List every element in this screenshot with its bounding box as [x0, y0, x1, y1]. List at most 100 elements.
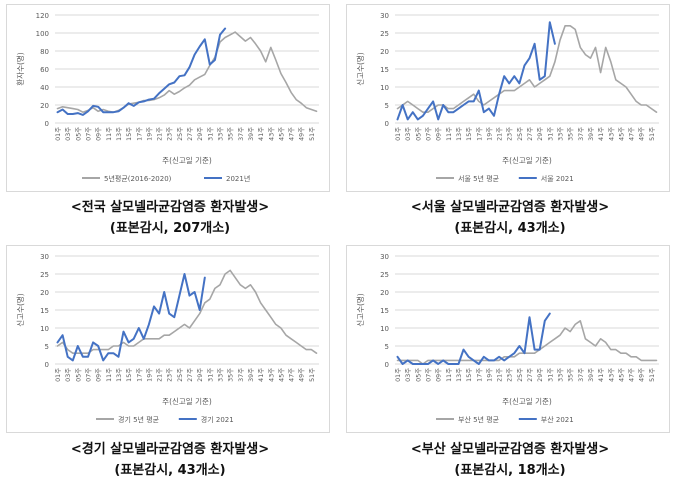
legend-label: 부산 5년 평균: [458, 415, 500, 424]
caption-title: <전국 살모넬라균감염증 환자발생>: [70, 200, 270, 215]
x-tick-label: 29주: [196, 368, 204, 382]
series-line-five-year-average: [56, 269, 318, 354]
y-tick-label: 25: [380, 30, 389, 38]
x-tick-label: 03주: [404, 127, 412, 141]
x-tick-label: 03주: [64, 127, 72, 141]
x-tick-label: 43주: [267, 368, 275, 382]
x-tick-label: 31주: [206, 368, 214, 382]
x-tick-label: 33주: [557, 368, 565, 382]
x-tick-label: 51주: [308, 127, 316, 141]
y-tick-label: 15: [380, 307, 389, 315]
x-tick-label: 13주: [115, 127, 123, 141]
chart-panel-gyeonggi: 0 5 10 15 20 25 30 01주 03주 05주 07주 09주 11주 13주 15주 17주 1…: [0, 243, 340, 487]
x-tick-label: 51주: [648, 127, 656, 141]
y-tick-label: 60: [40, 66, 49, 74]
x-tick-label: 39주: [247, 368, 255, 382]
y-tick-label: 25: [40, 271, 49, 279]
caption-subtitle: (표본감시, 43개소): [454, 221, 566, 236]
y-tick-label: 15: [380, 66, 389, 74]
caption-title: <서울 살모넬라균감염증 환자발생>: [410, 200, 610, 215]
line-chart-gyeonggi: 0 5 10 15 20 25 30 01주 03주 05주 07주 09주 11주 13주 15주 17주 1…: [15, 253, 319, 424]
legend-label: 5년평균(2016-2020): [104, 174, 172, 183]
x-tick-label: 27주: [186, 368, 194, 382]
x-tick-label: 05주: [414, 368, 422, 382]
x-axis-title: 주(신고일 기준): [502, 397, 552, 406]
x-tick-label: 01주: [394, 368, 402, 382]
x-tick-label: 23주: [506, 368, 514, 382]
chart-frame: 0 5 10 15 20 25 30 01주 03주 05주 07주 09주 11주 13주 15주 17주 1…: [346, 4, 670, 192]
y-tick-label: 10: [40, 325, 49, 333]
chart-frame: 0 5 10 15 20 25 30 01주 03주 05주 07주 09주 11주 13주 15주 17주 1…: [6, 245, 330, 433]
x-tick-label: 19주: [485, 368, 493, 382]
y-tick-label: 30: [380, 253, 389, 261]
chart-caption: <전국 살모넬라균감염증 환자발생> (표본감시, 207개소): [0, 199, 340, 237]
caption-title: <경기 살모넬라균감염증 환자발생>: [70, 442, 270, 457]
legend-label: 부산 2021: [541, 415, 574, 424]
x-tick-label: 37주: [237, 368, 245, 382]
x-tick-label: 09주: [95, 368, 103, 382]
y-tick-label: 15: [40, 307, 49, 315]
x-tick-label: 33주: [557, 127, 565, 141]
x-tick-label: 37주: [577, 368, 585, 382]
caption-title: <부산 살모넬라균감염증 환자발생>: [410, 442, 610, 457]
x-tick-label: 07주: [425, 127, 433, 141]
x-tick-label: 11주: [105, 368, 113, 382]
y-tick-label: 0: [385, 361, 389, 369]
legend-label: 경기 5년 평균: [118, 415, 160, 424]
x-tick-label: 09주: [435, 368, 443, 382]
series-line-five-year-average: [396, 320, 658, 365]
y-tick-label: 40: [40, 84, 49, 92]
caption-subtitle: (표본감시, 18개소): [454, 463, 566, 478]
x-tick-label: 23주: [166, 127, 174, 141]
x-tick-label: 13주: [455, 368, 463, 382]
x-tick-label: 09주: [435, 127, 443, 141]
y-tick-label: 0: [45, 361, 49, 369]
chart-caption: <서울 살모넬라균감염증 환자발생> (표본감시, 43개소): [340, 199, 680, 237]
y-tick-label: 30: [380, 12, 389, 20]
x-tick-label: 43주: [267, 127, 275, 141]
x-tick-label: 45주: [617, 368, 625, 382]
x-tick-label: 39주: [247, 127, 255, 141]
y-tick-label: 5: [385, 102, 389, 110]
x-tick-label: 45주: [277, 127, 285, 141]
y-tick-label: 0: [45, 120, 49, 128]
y-tick-label: 20: [380, 289, 389, 297]
chart-frame: 0 20 40 60 80 100 120 01주 03주 05주 07주 09주 11주 13주 15주 1…: [6, 4, 330, 192]
x-tick-label: 47주: [288, 368, 296, 382]
x-axis-title: 주(신고일 기준): [502, 156, 552, 165]
chart-panel-national: 0 20 40 60 80 100 120 01주 03주 05주 07주 09주 11주 13주 15주 1…: [0, 0, 340, 243]
x-tick-label: 27주: [186, 127, 194, 141]
x-tick-label: 15주: [465, 127, 473, 141]
caption-subtitle: (표본감시, 207개소): [109, 221, 231, 236]
x-tick-label: 05주: [74, 127, 82, 141]
chart-panel-busan: 0 5 10 15 20 25 30 01주 03주 05주 07주 09주 11주 13주 15주 17주 1…: [340, 243, 680, 487]
x-tick-label: 35주: [227, 127, 235, 141]
y-tick-label: 5: [45, 343, 49, 351]
x-tick-label: 01주: [54, 127, 62, 141]
chart-caption: <경기 살모넬라균감염증 환자발생> (표본감시, 43개소): [0, 441, 340, 479]
y-tick-label: 25: [380, 271, 389, 279]
y-axis-title: 환자수(명): [15, 52, 25, 86]
x-tick-label: 39주: [587, 127, 595, 141]
line-chart-seoul: 0 5 10 15 20 25 30 01주 03주 05주 07주 09주 11주 13주 15주 17주 1…: [355, 12, 659, 183]
y-tick-label: 0: [385, 120, 389, 128]
x-tick-label: 01주: [394, 127, 402, 141]
x-axis-title: 주(신고일 기준): [162, 156, 212, 165]
chart-panel-seoul: 0 5 10 15 20 25 30 01주 03주 05주 07주 09주 11주 13주 15주 17주 1…: [340, 0, 680, 243]
x-tick-label: 07주: [85, 127, 93, 141]
x-tick-label: 17주: [135, 127, 143, 141]
x-tick-label: 51주: [648, 368, 656, 382]
x-tick-label: 23주: [166, 368, 174, 382]
x-tick-label: 25주: [176, 368, 184, 382]
y-tick-label: 10: [380, 84, 389, 92]
x-tick-label: 49주: [298, 127, 306, 141]
y-tick-label: 100: [36, 30, 49, 38]
x-tick-label: 41주: [597, 368, 605, 382]
x-tick-label: 09주: [95, 127, 103, 141]
x-tick-label: 47주: [628, 127, 636, 141]
x-tick-label: 07주: [425, 368, 433, 382]
x-tick-label: 17주: [475, 127, 483, 141]
chart-caption: <부산 살모넬라균감염증 환자발생> (표본감시, 18개소): [340, 441, 680, 479]
x-tick-label: 39주: [587, 368, 595, 382]
